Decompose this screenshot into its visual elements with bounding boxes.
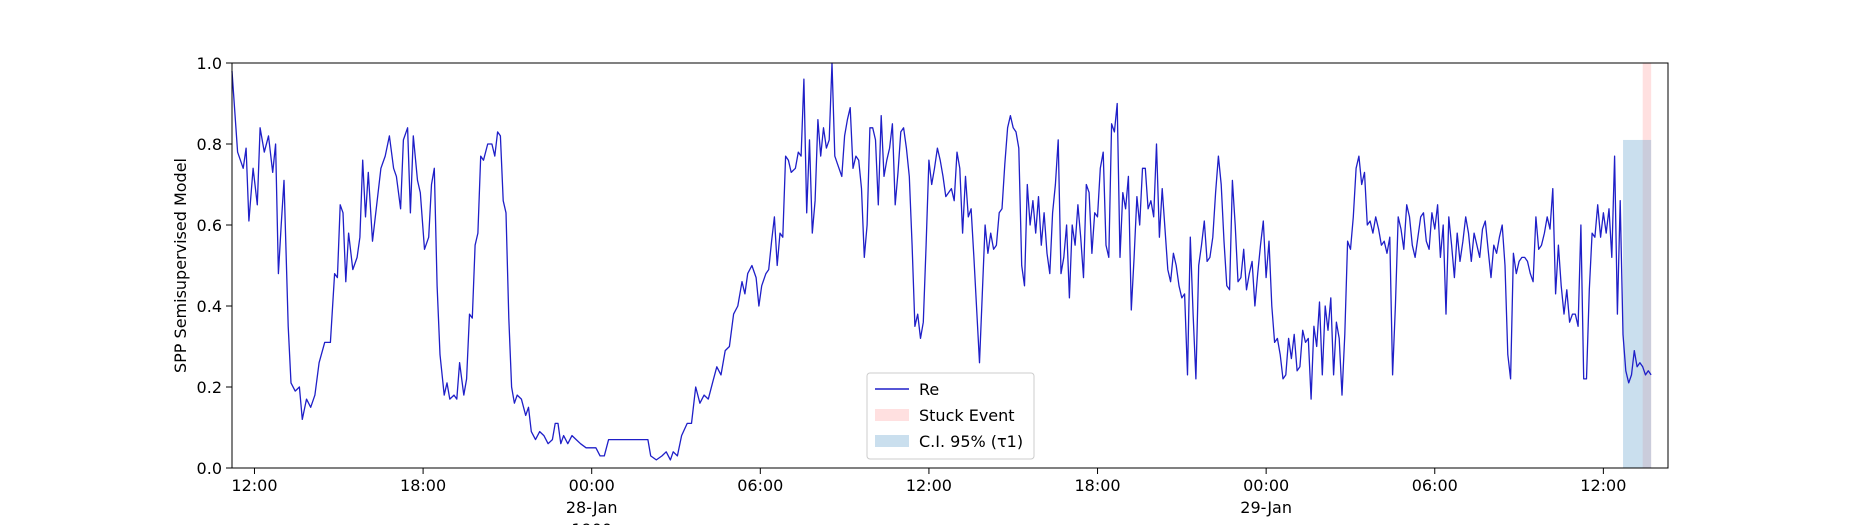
x-tick-label: 06:00 (1412, 476, 1458, 495)
x-tick-label: 00:00 (1243, 476, 1289, 495)
legend-entry-label: Re (919, 380, 939, 399)
legend-swatch-patch (875, 435, 909, 447)
stuck-event-band (1642, 63, 1652, 468)
y-tick-label: 0.0 (197, 459, 222, 478)
plot-frame (231, 62, 1669, 469)
x-tick-label: 06:00 (737, 476, 783, 495)
legend-swatch-patch (875, 409, 909, 421)
x-tick-label: 12:00 (906, 476, 952, 495)
series-layer (231, 62, 1652, 461)
bands-layer (1623, 63, 1652, 468)
series-line-re (231, 62, 1652, 461)
y-tick-label: 0.4 (197, 297, 222, 316)
legend-box (866, 372, 1035, 460)
legend-entry-label: Stuck Event (919, 406, 1015, 425)
x-tick-label: 12:00 (1580, 476, 1626, 495)
y-tick-label: 0.2 (197, 378, 222, 397)
y-tick-label: 0.6 (197, 216, 222, 235)
x-axis: 12:00 18:00 00:00 28-Jan 1900 06:00 12:00 18:00… (231, 468, 1626, 525)
y-axis: 0.0 0.2 0.4 0.6 0.8 1.0 (197, 54, 232, 478)
legend-entry-label: C.I. 95% (τ1) (919, 432, 1023, 451)
y-tick-label: 0.8 (197, 135, 222, 154)
x-tick-year-label: 1900 (571, 520, 612, 525)
x-tick-date-label: 28-Jan (566, 498, 618, 517)
x-tick-date-label: 29-Jan (1240, 498, 1292, 517)
x-tick-label: 18:00 (1074, 476, 1120, 495)
confidence-interval-band (1623, 139, 1652, 468)
y-tick-label: 1.0 (197, 54, 222, 73)
legend: Re Stuck Event C.I. 95% (τ1) (866, 372, 1035, 460)
x-tick-label: 00:00 (569, 476, 615, 495)
x-tick-label: 12:00 (231, 476, 277, 495)
y-axis-label: SPP Semisupervised Model (171, 158, 190, 373)
x-tick-label: 18:00 (400, 476, 446, 495)
